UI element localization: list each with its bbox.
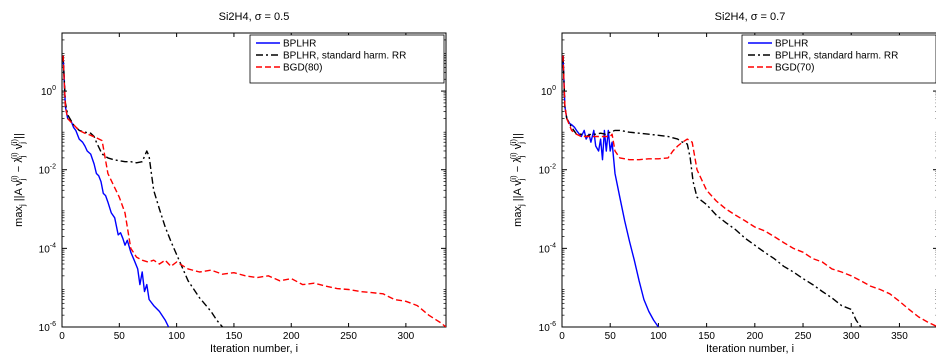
x-tick-label: 50	[605, 331, 617, 342]
legend-box	[741, 34, 936, 84]
y-tick-label: 100	[41, 85, 56, 98]
y-tick-label: 10-2	[39, 164, 56, 177]
y-axis-label: maxj ||A vj(i) − λj(i) vj(i)||	[509, 133, 526, 227]
legend-label: BPLHR	[775, 39, 808, 50]
legend-label: BGD(80)	[283, 63, 322, 74]
series-line-1	[62, 55, 170, 327]
x-tick-label: 50	[114, 331, 126, 342]
y-axis-label: maxj ||A vj(i) − λj(i) vj(i)||	[10, 133, 27, 227]
series-line-1	[562, 55, 659, 327]
x-tick-label: 300	[843, 331, 860, 342]
y-tick-label: 100	[541, 85, 556, 98]
legend-label: BPLHR	[283, 39, 316, 50]
x-tick-label: 100	[650, 331, 667, 342]
legend-label: BPLHR, standard harm. RR	[283, 51, 406, 62]
series-group	[562, 55, 936, 327]
x-tick-label: 250	[340, 331, 357, 342]
series-line-2	[562, 55, 862, 327]
x-tick-label: 150	[226, 331, 243, 342]
series-line-3	[562, 55, 936, 327]
chart-title: Si2H4, σ = 0.5	[219, 11, 290, 23]
legend-box	[249, 34, 445, 84]
x-tick-label: 0	[559, 331, 565, 342]
x-tick-label: 200	[283, 331, 300, 342]
chart-2: Si2H4, σ = 0.7 0 50 100 150 200 250 300 350 10-6 1…	[509, 11, 936, 355]
x-tick-label: 350	[891, 331, 908, 342]
legend-label: BPLHR, standard harm. RR	[775, 51, 898, 62]
x-axis-label: Iteration number, i	[706, 343, 794, 355]
chart-title: Si2H4, σ = 0.7	[715, 11, 786, 23]
y-tick-label: 10-2	[539, 164, 556, 177]
series-group	[62, 55, 446, 327]
x-tick-label: 0	[59, 331, 65, 342]
y-tick-label: 10-6	[539, 321, 556, 334]
series-line-2	[62, 55, 224, 327]
y-tick-label: 10-4	[39, 242, 56, 255]
x-tick-label: 200	[746, 331, 763, 342]
series-line-3	[62, 55, 446, 327]
x-axis-label: Iteration number, i	[210, 343, 298, 355]
chart-1: Si2H4, σ = 0.5 0 50 100 150 200 250 300 10-6 10-4…	[10, 11, 447, 355]
x-tick-label: 150	[698, 331, 715, 342]
y-tick-label: 10-4	[539, 242, 556, 255]
x-tick-label: 100	[168, 331, 185, 342]
y-tick-label: 10-6	[39, 321, 56, 334]
legend-label: BGD(70)	[775, 63, 814, 74]
x-tick-label: 250	[795, 331, 812, 342]
x-tick-label: 300	[398, 331, 415, 342]
